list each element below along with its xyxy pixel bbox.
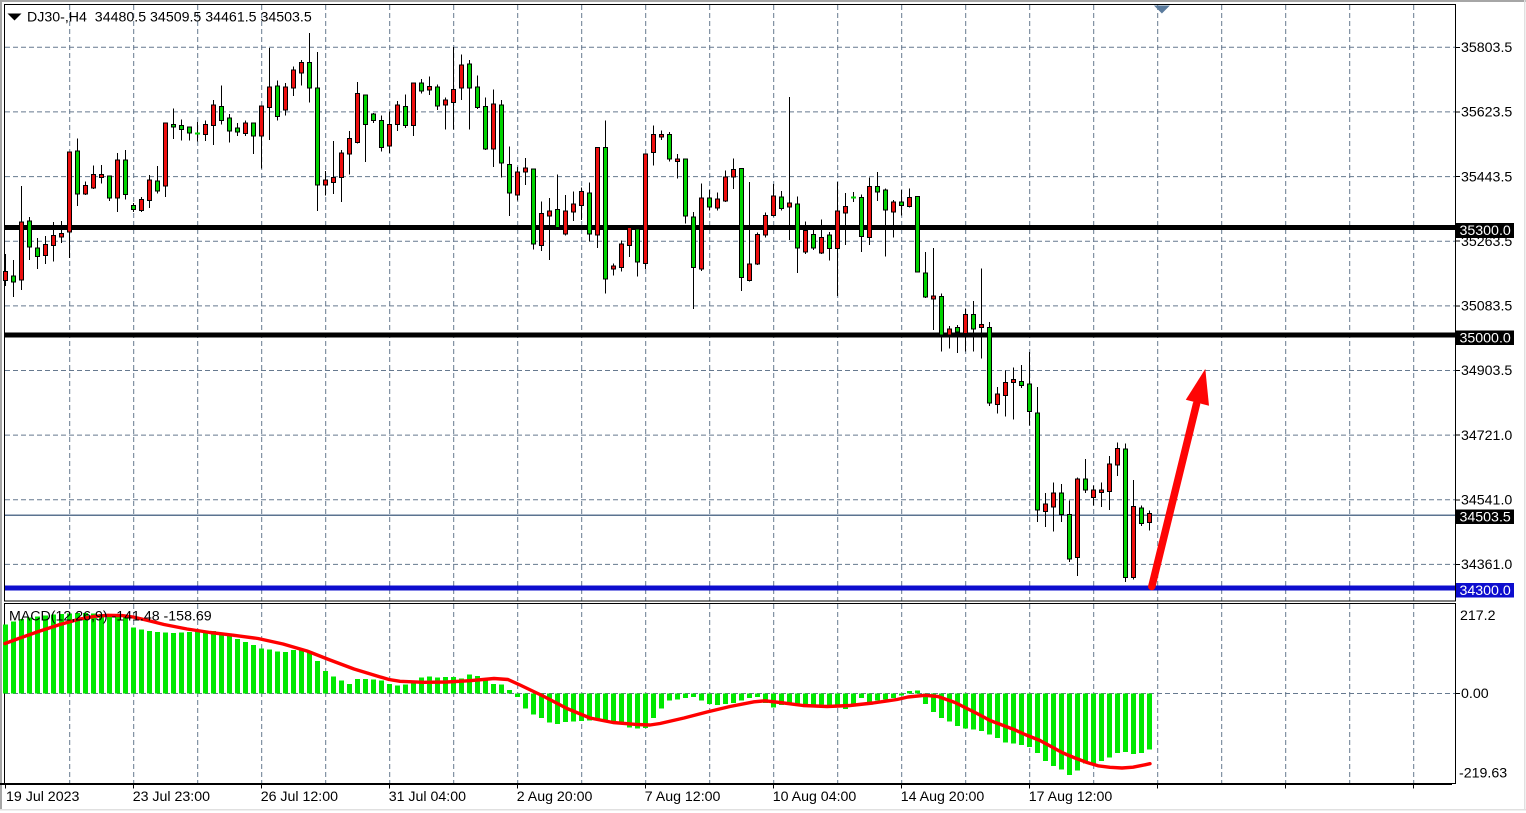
- svg-text:MACD(12,26,9) -141.48 -158.69: MACD(12,26,9) -141.48 -158.69: [9, 609, 212, 625]
- svg-text:35000.0: 35000.0: [1460, 330, 1511, 346]
- svg-text:10 Aug 04:00: 10 Aug 04:00: [773, 789, 857, 805]
- svg-text:34361.0: 34361.0: [1461, 557, 1512, 573]
- svg-text:14 Aug 20:00: 14 Aug 20:00: [901, 789, 985, 805]
- svg-text:-219.63: -219.63: [1459, 766, 1507, 782]
- svg-text:35083.5: 35083.5: [1461, 299, 1512, 315]
- svg-text:35443.5: 35443.5: [1461, 169, 1512, 185]
- svg-text:2 Aug 20:00: 2 Aug 20:00: [517, 789, 593, 805]
- svg-text:31 Jul 04:00: 31 Jul 04:00: [389, 789, 466, 805]
- svg-text:34300.0: 34300.0: [1460, 583, 1511, 599]
- svg-text:34903.5: 34903.5: [1461, 363, 1512, 379]
- svg-text:DJ30-,H4 34480.5 34509.5 3446: DJ30-,H4 34480.5 34509.5 34461.5 34503.5: [27, 10, 312, 26]
- svg-text:17 Aug 12:00: 17 Aug 12:00: [1029, 789, 1113, 805]
- svg-text:23 Jul 23:00: 23 Jul 23:00: [133, 789, 210, 805]
- svg-text:7 Aug 12:00: 7 Aug 12:00: [645, 789, 721, 805]
- svg-text:34541.0: 34541.0: [1461, 493, 1512, 509]
- svg-text:34503.5: 34503.5: [1460, 509, 1511, 525]
- svg-text:0.00: 0.00: [1461, 686, 1489, 702]
- svg-text:19 Jul 2023: 19 Jul 2023: [6, 789, 79, 805]
- svg-text:35300.0: 35300.0: [1460, 223, 1511, 239]
- svg-text:34721.0: 34721.0: [1461, 428, 1512, 444]
- svg-text:217.2: 217.2: [1460, 608, 1496, 624]
- svg-text:35263.5: 35263.5: [1461, 234, 1512, 250]
- svg-text:35623.5: 35623.5: [1461, 105, 1512, 121]
- svg-text:26 Jul 12:00: 26 Jul 12:00: [261, 789, 338, 805]
- svg-text:35803.5: 35803.5: [1461, 40, 1512, 56]
